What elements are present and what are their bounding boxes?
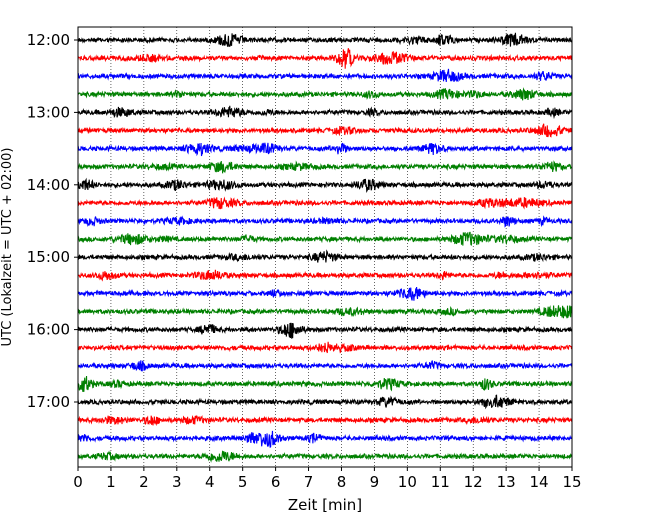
trace-1445 — [77, 231, 573, 246]
y-tick-label: 15:00 — [27, 248, 70, 266]
x-tick-label: 1 — [106, 473, 116, 491]
x-tick-label: 10 — [398, 473, 417, 491]
trace-1315 — [77, 123, 573, 138]
x-tick-label: 6 — [271, 473, 281, 491]
trace-1615 — [77, 341, 573, 354]
x-tick-label: 7 — [304, 473, 314, 491]
x-tick-label: 9 — [370, 473, 380, 491]
x-tick-label: 3 — [172, 473, 182, 491]
y-axis-label: UTC (Lokalzeit = UTC + 02:00) — [0, 148, 15, 347]
trace-1415 — [77, 196, 573, 210]
trace-1645 — [77, 375, 573, 392]
trace-1430 — [77, 215, 573, 228]
trace-1715 — [77, 414, 573, 427]
seismic-traces — [77, 32, 573, 463]
trace-1700 — [77, 394, 573, 410]
trace-1530 — [77, 286, 573, 301]
y-axis-ticks: 12:00 13:00 14:00 15:00 16:00 17:00 — [27, 31, 78, 411]
trace-1500 — [77, 249, 573, 263]
vertical-grid-lines — [110, 27, 540, 467]
x-tick-label: 14 — [530, 473, 549, 491]
trace-1215 — [77, 48, 573, 69]
x-tick-label: 13 — [497, 473, 516, 491]
trace-1545 — [77, 305, 573, 319]
trace-1245 — [77, 87, 573, 101]
y-tick-label: 12:00 — [27, 31, 70, 49]
y-tick-label: 13:00 — [27, 103, 70, 121]
trace-1345 — [77, 160, 573, 174]
trace-1400 — [77, 177, 573, 194]
x-tick-label: 5 — [238, 473, 248, 491]
x-axis-label: Zeit [min] — [288, 496, 362, 514]
x-tick-label: 0 — [73, 473, 83, 491]
x-tick-label: 12 — [464, 473, 483, 491]
trace-1745 — [77, 450, 573, 463]
y-tick-label: 14:00 — [27, 176, 70, 194]
x-tick-label: 4 — [205, 473, 215, 491]
trace-1630 — [77, 360, 573, 372]
trace-1515 — [77, 269, 573, 282]
x-tick-label: 11 — [431, 473, 450, 491]
x-tick-label: 8 — [337, 473, 347, 491]
trace-1230 — [77, 68, 573, 83]
trace-1300 — [77, 105, 573, 120]
x-tick-label: 15 — [562, 473, 581, 491]
x-axis-ticks: 0 1 2 3 4 5 6 7 8 9 10 11 12 13 14 15 — [73, 467, 582, 491]
plot-frame — [77, 26, 573, 468]
y-tick-label: 17:00 — [27, 393, 70, 411]
y-tick-label: 16:00 — [27, 321, 70, 339]
x-tick-label: 2 — [139, 473, 149, 491]
trace-1600 — [77, 322, 573, 339]
trace-1200 — [77, 32, 573, 47]
trace-1730 — [77, 430, 573, 449]
trace-1330 — [77, 142, 573, 157]
